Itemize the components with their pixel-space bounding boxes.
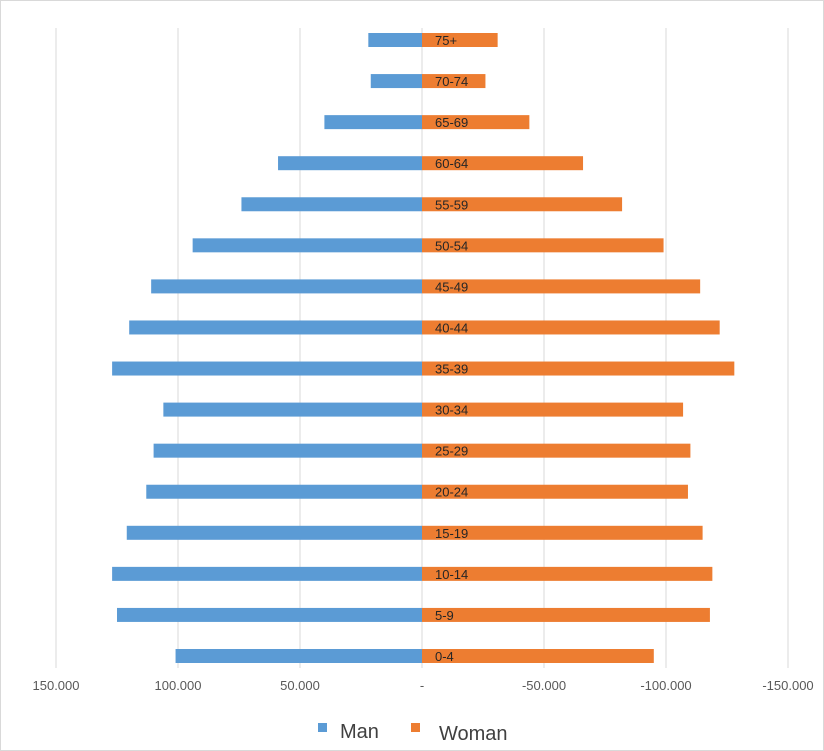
legend: Man Woman <box>318 721 508 745</box>
bar-woman-55-59 <box>422 197 623 212</box>
bar-woman-40-44 <box>422 320 720 335</box>
x-tick-label-3: - <box>420 678 424 693</box>
bar-woman-60-64 <box>422 156 584 171</box>
legend-label-woman: Woman <box>439 723 508 745</box>
bar-woman-5-9 <box>422 607 710 622</box>
bar-woman-35-39 <box>422 361 735 376</box>
bar-man-35-39 <box>112 361 423 376</box>
x-tick-label-4: -50.000 <box>522 678 566 693</box>
bar-man-45-49 <box>151 279 422 294</box>
bar-woman-25-29 <box>422 443 691 458</box>
bar-man-25-29 <box>153 443 422 458</box>
x-tick-label-2: 50.000 <box>280 678 320 693</box>
x-tick-labels: 150.000 100.000 50.000 - -50.000 -100.000 -150… <box>33 678 814 693</box>
category-label-70-74: 70-74 <box>435 74 468 89</box>
bar-man-10-14 <box>112 566 423 581</box>
bars <box>112 33 735 663</box>
bar-man-15-19 <box>126 525 422 540</box>
category-label-50-54: 50-54 <box>435 238 468 253</box>
bar-woman-65-69 <box>422 115 530 130</box>
bar-man-70-74 <box>370 74 422 89</box>
x-tick-label-6: -150.000 <box>762 678 813 693</box>
category-label-40-44: 40-44 <box>435 320 468 335</box>
legend-label-man: Man <box>340 721 379 743</box>
x-tick-label-5: -100.000 <box>640 678 691 693</box>
category-label-65-69: 65-69 <box>435 115 468 130</box>
bar-woman-15-19 <box>422 525 703 540</box>
category-label-45-49: 45-49 <box>435 279 468 294</box>
bar-man-65-69 <box>324 115 422 130</box>
bar-woman-20-24 <box>422 484 688 499</box>
bar-man-40-44 <box>129 320 422 335</box>
bar-woman-0-4 <box>422 649 654 663</box>
category-label-15-19: 15-19 <box>435 526 468 541</box>
bar-man-20-24 <box>146 484 422 499</box>
category-labels: 0-4 5-9 10-14 15-19 20-24 25-29 30-34 35-39 40-4… <box>435 33 468 664</box>
bar-man-50-54 <box>192 238 422 253</box>
category-label-0-4: 0-4 <box>435 649 454 664</box>
category-label-5-9: 5-9 <box>435 608 454 623</box>
bar-woman-45-49 <box>422 279 701 294</box>
bar-woman-70-74 <box>422 74 486 89</box>
category-label-10-14: 10-14 <box>435 567 468 582</box>
category-label-30-34: 30-34 <box>435 403 468 418</box>
category-label-25-29: 25-29 <box>435 444 468 459</box>
category-label-60-64: 60-64 <box>435 156 468 171</box>
bar-woman-50-54 <box>422 238 664 253</box>
bar-man-55-59 <box>241 197 422 212</box>
bar-man-0-4 <box>175 649 422 663</box>
x-tick-label-1: 100.000 <box>155 678 202 693</box>
bar-woman-30-34 <box>422 402 684 417</box>
gridlines <box>55 28 789 668</box>
bar-woman-75+ <box>422 33 498 47</box>
bar-man-75+ <box>368 33 422 47</box>
category-label-55-59: 55-59 <box>435 197 468 212</box>
bar-man-30-34 <box>163 402 423 417</box>
legend-swatch-man <box>318 723 327 732</box>
x-tick-label-0: 150.000 <box>33 678 80 693</box>
bar-man-5-9 <box>117 607 422 622</box>
legend-swatch-woman <box>411 723 420 732</box>
bar-man-60-64 <box>278 156 422 171</box>
category-label-20-24: 20-24 <box>435 485 468 500</box>
bar-woman-10-14 <box>422 566 713 581</box>
category-label-75+: 75+ <box>435 33 457 48</box>
category-label-35-39: 35-39 <box>435 362 468 377</box>
